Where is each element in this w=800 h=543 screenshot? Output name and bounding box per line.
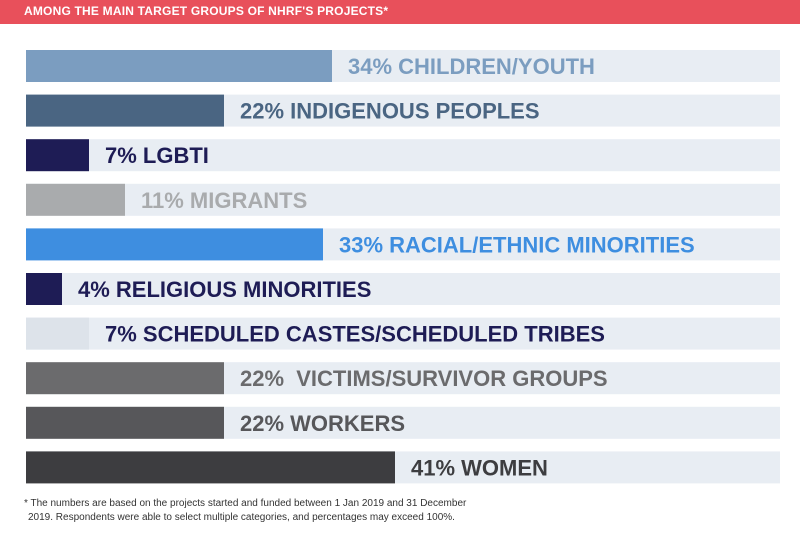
bar-track	[26, 183, 780, 216]
bar-label: 41% WOMEN	[411, 455, 548, 480]
bar-label: 4% RELIGIOUS MINORITIES	[78, 277, 371, 302]
chart-title: AMONG THE MAIN TARGET GROUPS OF NHRF'S P…	[24, 4, 389, 18]
bar-label: 7% SCHEDULED CASTES/SCHEDULED TRIBES	[105, 322, 605, 347]
bar	[26, 183, 125, 216]
footnote-line-1: * The numbers are based on the projects …	[24, 498, 467, 509]
bar-row: 22% INDIGENOUS PEOPLES	[26, 94, 780, 127]
bar	[26, 451, 395, 484]
footnote: * The numbers are based on the projects …	[24, 497, 784, 525]
bar	[26, 139, 89, 172]
bar-row: 11% MIGRANTS	[26, 183, 780, 216]
bar-label: 22% WORKERS	[240, 411, 405, 436]
bar	[26, 317, 89, 350]
footnote-line-2: 2019. Respondents were able to select mu…	[28, 512, 455, 523]
bar-row: 33% RACIAL/ETHNIC MINORITIES	[26, 228, 780, 261]
bar-row: 41% WOMEN	[26, 451, 780, 484]
bar	[26, 406, 224, 439]
bar-label: 34% CHILDREN/YOUTH	[348, 54, 595, 79]
bar-track	[26, 273, 780, 305]
bar-row: 7% LGBTI	[26, 139, 780, 172]
bar-label: 7% LGBTI	[105, 143, 209, 168]
bar	[26, 228, 323, 261]
bar	[26, 362, 224, 395]
bar	[26, 94, 224, 127]
bar	[26, 273, 62, 305]
bar-row: 4% RELIGIOUS MINORITIES	[26, 273, 780, 305]
bar-row: 22% WORKERS	[26, 406, 780, 439]
bar-label: 22% INDIGENOUS PEOPLES	[240, 99, 540, 124]
bar-label: 33% RACIAL/ETHNIC MINORITIES	[339, 232, 695, 257]
bar-track	[26, 317, 780, 350]
bar-row: 34% CHILDREN/YOUTH	[26, 50, 780, 82]
bar-track	[26, 139, 780, 172]
bar-label: 22% VICTIMS/SURVIVOR GROUPS	[240, 366, 608, 391]
bar-row: 7% SCHEDULED CASTES/SCHEDULED TRIBES	[26, 317, 780, 350]
header-bar: AMONG THE MAIN TARGET GROUPS OF NHRF'S P…	[0, 0, 800, 24]
bar-label: 11% MIGRANTS	[141, 188, 307, 213]
bar-chart: 34% CHILDREN/YOUTH 22% INDIGENOUS PEOPLES…	[26, 50, 780, 484]
bar	[26, 50, 332, 82]
bar-row: 22% VICTIMS/SURVIVOR GROUPS	[26, 362, 780, 395]
